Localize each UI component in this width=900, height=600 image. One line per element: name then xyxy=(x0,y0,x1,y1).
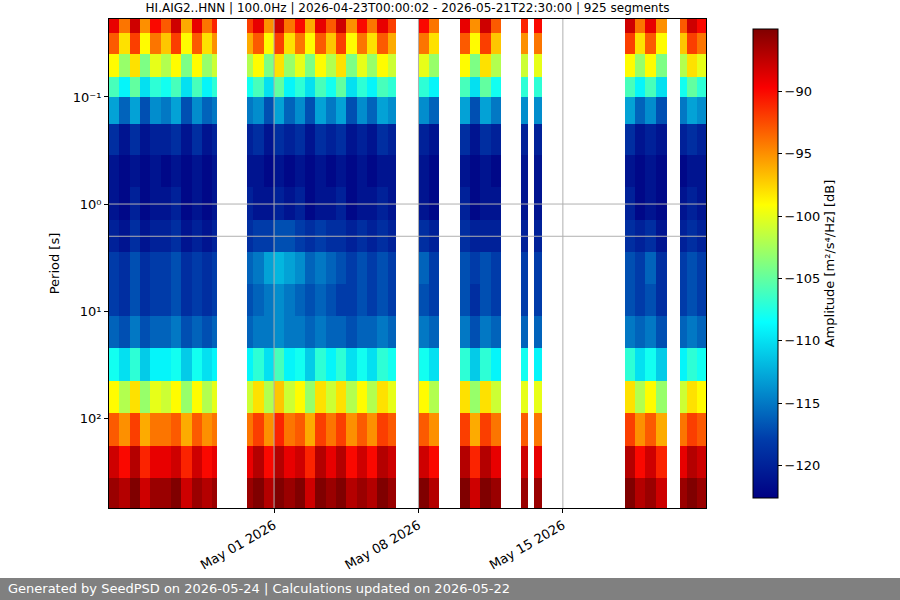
svg-text:−105: −105 xyxy=(785,271,821,286)
svg-text:−115: −115 xyxy=(785,396,821,411)
svg-text:10¹: 10¹ xyxy=(80,304,102,319)
svg-text:May 15 2026: May 15 2026 xyxy=(487,517,568,572)
svg-text:10²: 10² xyxy=(80,411,102,426)
svg-text:−110: −110 xyxy=(785,333,821,348)
svg-text:−100: −100 xyxy=(785,209,821,224)
svg-text:HI.AIG2..HNN | 100.0Hz | 2026-: HI.AIG2..HNN | 100.0Hz | 2026-04-23T00:0… xyxy=(146,1,670,15)
svg-text:10⁻¹: 10⁻¹ xyxy=(73,90,102,105)
svg-text:−120: −120 xyxy=(785,458,821,473)
svg-text:Amplitude [m²/s⁴/Hz] [dB]: Amplitude [m²/s⁴/Hz] [dB] xyxy=(822,180,837,348)
svg-text:May 01 2026: May 01 2026 xyxy=(198,517,279,572)
svg-text:Period [s]: Period [s] xyxy=(47,233,62,295)
svg-text:−95: −95 xyxy=(785,146,812,161)
svg-text:10⁰: 10⁰ xyxy=(80,197,102,212)
svg-text:May 08 2026: May 08 2026 xyxy=(342,517,423,572)
html-text:Generated by SeedPSD on 2026-0: Generated by SeedPSD on 2026-05-24 | Cal… xyxy=(8,581,510,596)
svg-text:−90: −90 xyxy=(785,84,812,99)
